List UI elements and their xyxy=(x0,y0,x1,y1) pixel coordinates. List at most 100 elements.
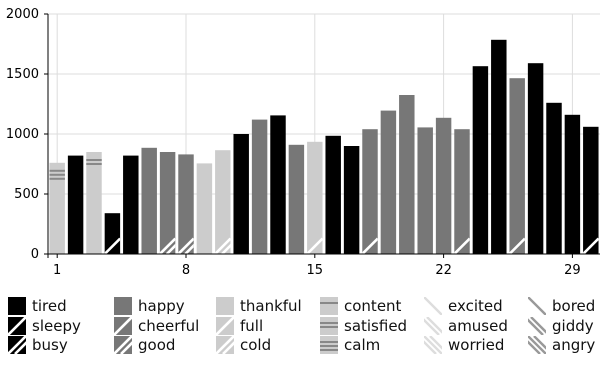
bar-rect xyxy=(472,66,489,254)
legend-swatch xyxy=(114,336,132,354)
bar xyxy=(417,127,433,254)
legend-label: sleepy xyxy=(32,317,81,335)
swatch-fill xyxy=(8,336,26,354)
bar-rect xyxy=(546,102,562,254)
bar xyxy=(86,152,102,254)
bar xyxy=(527,63,544,255)
pattern-line xyxy=(221,243,231,254)
swatch-fill xyxy=(114,297,132,315)
pattern-line xyxy=(8,336,26,354)
swatch-fill xyxy=(114,336,132,354)
legend-swatch xyxy=(528,336,546,354)
pattern-line xyxy=(424,318,440,335)
swatch-fill xyxy=(320,297,338,315)
pattern-line xyxy=(307,237,323,254)
x-tick-label: 29 xyxy=(564,263,581,278)
x-tick-label: 22 xyxy=(435,263,452,278)
bar xyxy=(178,154,194,254)
legend-label: angry xyxy=(552,336,596,354)
bar xyxy=(399,95,415,254)
bar-rect xyxy=(123,155,139,254)
bar-rect xyxy=(307,141,323,254)
pattern-line xyxy=(184,243,194,254)
y-tick-label: 2000 xyxy=(6,7,39,22)
legend-swatch xyxy=(320,297,338,315)
swatch-fill xyxy=(424,297,442,315)
bar-rect xyxy=(251,119,268,254)
pattern-line xyxy=(583,237,599,254)
pattern-line xyxy=(216,336,234,354)
bar-rect xyxy=(178,154,194,254)
y-tick-label: 1500 xyxy=(6,67,39,82)
pattern-line xyxy=(424,297,442,315)
bar xyxy=(564,114,581,254)
bar xyxy=(67,155,84,254)
swatch-fill xyxy=(216,336,234,354)
bar-rect xyxy=(215,150,231,254)
bar-rect xyxy=(362,129,378,254)
legend-swatch xyxy=(8,336,26,354)
swatch-fill xyxy=(320,336,338,354)
legend-item-content: content xyxy=(320,297,401,315)
bar xyxy=(288,144,305,254)
bar-rect xyxy=(583,126,599,254)
legend-item-tired: tired xyxy=(8,297,67,315)
legend-item-amused: amused xyxy=(424,317,508,335)
legend-swatch xyxy=(528,297,546,315)
x-tick-label: 8 xyxy=(182,263,190,278)
legend-swatch xyxy=(8,317,26,335)
swatch-fill xyxy=(320,317,338,335)
legend-label: amused xyxy=(448,317,508,335)
legend-swatch xyxy=(8,297,26,315)
bar xyxy=(454,129,470,254)
bar-rect xyxy=(509,78,525,254)
bar xyxy=(270,115,286,255)
legend-swatch xyxy=(424,336,442,354)
pattern-line xyxy=(114,317,132,335)
legend-item-happy: happy xyxy=(114,297,185,315)
bar xyxy=(104,213,121,254)
bar xyxy=(435,117,452,254)
pattern-line xyxy=(429,336,442,350)
bar-rect xyxy=(159,152,176,254)
x-tick-label: 1 xyxy=(53,263,61,278)
legend-item-satisfied: satisfied xyxy=(320,317,407,335)
pattern-line xyxy=(528,318,544,335)
swatch-fill xyxy=(528,336,546,354)
bar xyxy=(380,110,397,254)
legend-item-bored: bored xyxy=(528,297,595,315)
bar xyxy=(583,126,599,254)
pattern-line xyxy=(528,336,546,354)
bar-rect xyxy=(380,110,397,254)
swatch-fill xyxy=(424,336,442,354)
y-tick-label: 500 xyxy=(14,187,39,202)
bar xyxy=(343,146,360,254)
bar xyxy=(251,119,268,254)
legend-swatch xyxy=(216,336,234,354)
bar-rect xyxy=(288,144,305,254)
bar-rect xyxy=(325,135,341,254)
pattern-line xyxy=(424,340,437,354)
bar-rect xyxy=(67,155,84,254)
pattern-line xyxy=(120,341,132,354)
legend-item-busy: busy xyxy=(8,336,68,354)
legend-label: content xyxy=(344,297,402,315)
legend-swatch xyxy=(424,297,442,315)
mood-bar-chart: 0 500 1000 1500 2000 1 8 15 22 29 xyxy=(6,7,600,278)
pattern-line xyxy=(165,243,176,254)
pattern-line xyxy=(8,317,26,335)
bar-rect xyxy=(454,129,470,254)
bar-rect xyxy=(399,95,415,254)
legend-swatch xyxy=(114,297,132,315)
bar xyxy=(233,134,249,254)
pattern-line xyxy=(104,237,121,254)
legend-label: cold xyxy=(240,336,272,354)
pattern-line xyxy=(362,237,378,254)
pattern-line xyxy=(528,297,546,315)
bar xyxy=(491,39,507,254)
pattern-line xyxy=(215,237,231,254)
legend-swatch xyxy=(216,317,234,335)
bar xyxy=(123,155,139,254)
legend-item-full: full xyxy=(216,317,263,335)
pattern-line xyxy=(528,340,541,354)
